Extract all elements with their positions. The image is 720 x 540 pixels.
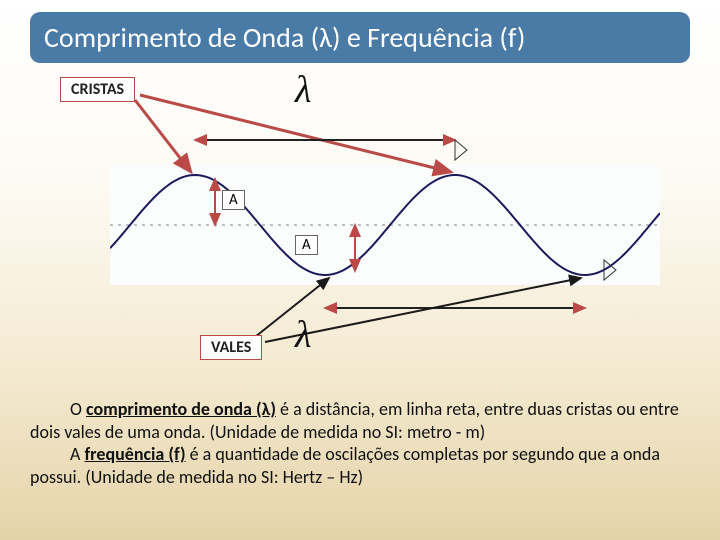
paragraph-1: O comprimento de onda (λ) é a distância,… <box>30 398 690 443</box>
arrows-overlay <box>40 70 680 370</box>
paragraph-2: A frequência (f) é a quantidade de oscil… <box>30 443 690 488</box>
amplitude-label-top: A <box>222 190 245 210</box>
p1-underline: comprimento de onda (λ) <box>86 398 276 420</box>
p2-pre: A <box>70 443 84 465</box>
vales-label: VALES <box>200 335 262 360</box>
slide-title-box: Comprimento de Onda (λ) e Frequência (f) <box>30 12 690 63</box>
lambda-symbol-bottom: λ <box>295 313 311 357</box>
slide-title: Comprimento de Onda (λ) e Frequência (f) <box>44 20 525 55</box>
body-text: O comprimento de onda (λ) é a distância,… <box>30 398 690 488</box>
lambda-symbol-top: λ <box>295 68 311 112</box>
p1-pre: O <box>70 398 86 420</box>
amplitude-label-bottom: A <box>295 235 318 255</box>
p2-underline: frequência (f) <box>84 443 185 465</box>
wave-diagram: CRISTAS λ λ A A VALES <box>40 70 680 370</box>
